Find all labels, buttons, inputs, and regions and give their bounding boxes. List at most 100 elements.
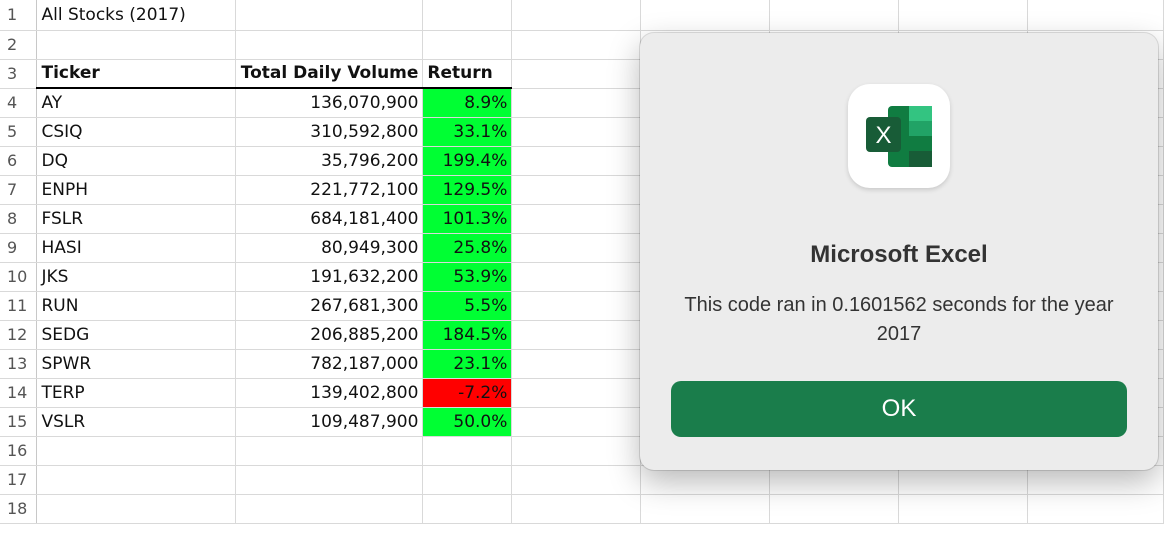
return-cell[interactable]: 5.5% xyxy=(422,291,513,321)
volume-cell[interactable]: 136,070,900 xyxy=(235,88,424,118)
empty-cell[interactable] xyxy=(511,233,642,263)
empty-cell[interactable] xyxy=(511,88,642,118)
ticker-cell[interactable]: RUN xyxy=(36,291,237,321)
volume-cell[interactable]: 109,487,900 xyxy=(235,407,424,437)
row-header[interactable]: 15 xyxy=(0,407,38,437)
empty-cell[interactable] xyxy=(511,494,642,524)
row-header[interactable]: 9 xyxy=(0,233,38,263)
return-cell[interactable]: 53.9% xyxy=(422,262,513,292)
return-cell[interactable]: 184.5% xyxy=(422,320,513,350)
return-cell[interactable]: 8.9% xyxy=(422,88,513,118)
empty-cell[interactable] xyxy=(1027,494,1164,524)
ticker-cell[interactable]: CSIQ xyxy=(36,117,237,147)
sheet-title-cell[interactable]: All Stocks (2017) xyxy=(36,0,237,31)
volume-cell[interactable]: 191,632,200 xyxy=(235,262,424,292)
empty-cell[interactable] xyxy=(511,378,642,408)
empty-cell[interactable] xyxy=(36,30,237,60)
ticker-cell[interactable]: AY xyxy=(36,88,237,118)
row-header[interactable]: 2 xyxy=(0,30,38,60)
volume-cell[interactable]: 310,592,800 xyxy=(235,117,424,147)
empty-cell[interactable] xyxy=(640,494,771,524)
return-cell[interactable]: -7.2% xyxy=(422,378,513,408)
row-header[interactable]: 4 xyxy=(0,88,38,118)
ticker-cell[interactable]: JKS xyxy=(36,262,237,292)
return-cell[interactable]: 23.1% xyxy=(422,349,513,379)
volume-cell[interactable]: 782,187,000 xyxy=(235,349,424,379)
return-cell[interactable]: 101.3% xyxy=(422,204,513,234)
empty-cell[interactable] xyxy=(422,30,513,60)
ticker-cell[interactable]: ENPH xyxy=(36,175,237,205)
header-ticker[interactable]: Ticker xyxy=(36,59,237,89)
ticker-cell[interactable]: FSLR xyxy=(36,204,237,234)
empty-cell[interactable] xyxy=(640,0,771,31)
empty-cell[interactable] xyxy=(769,494,900,524)
row-header[interactable]: 3 xyxy=(0,59,38,89)
row-header[interactable]: 5 xyxy=(0,117,38,147)
empty-cell[interactable] xyxy=(235,494,424,524)
empty-cell[interactable] xyxy=(36,465,237,495)
empty-cell[interactable] xyxy=(511,407,642,437)
row-header[interactable]: 18 xyxy=(0,494,38,524)
empty-cell[interactable] xyxy=(511,117,642,147)
ok-button[interactable]: OK xyxy=(671,381,1127,437)
empty-cell[interactable] xyxy=(511,0,642,31)
return-cell[interactable]: 25.8% xyxy=(422,233,513,263)
volume-cell[interactable]: 139,402,800 xyxy=(235,378,424,408)
empty-cell[interactable] xyxy=(511,175,642,205)
ticker-cell[interactable]: DQ xyxy=(36,146,237,176)
row-header[interactable]: 7 xyxy=(0,175,38,205)
volume-cell[interactable]: 221,772,100 xyxy=(235,175,424,205)
empty-cell[interactable] xyxy=(1027,0,1164,31)
empty-cell[interactable] xyxy=(422,465,513,495)
row-header[interactable]: 12 xyxy=(0,320,38,350)
empty-cell[interactable] xyxy=(511,30,642,60)
ticker-cell[interactable]: VSLR xyxy=(36,407,237,437)
dialog-title: Microsoft Excel xyxy=(810,241,988,268)
volume-cell[interactable]: 206,885,200 xyxy=(235,320,424,350)
empty-cell[interactable] xyxy=(511,465,642,495)
ticker-cell[interactable]: SEDG xyxy=(36,320,237,350)
empty-cell[interactable] xyxy=(422,494,513,524)
return-cell[interactable]: 199.4% xyxy=(422,146,513,176)
row-header[interactable]: 1 xyxy=(0,0,38,31)
empty-cell[interactable] xyxy=(511,291,642,321)
empty-cell[interactable] xyxy=(36,436,237,466)
empty-cell[interactable] xyxy=(235,30,424,60)
empty-cell[interactable] xyxy=(235,0,424,31)
return-cell[interactable]: 33.1% xyxy=(422,117,513,147)
volume-cell[interactable]: 80,949,300 xyxy=(235,233,424,263)
row-header[interactable]: 6 xyxy=(0,146,38,176)
empty-cell[interactable] xyxy=(36,494,237,524)
row-header[interactable]: 10 xyxy=(0,262,38,292)
header-volume[interactable]: Total Daily Volume xyxy=(235,59,424,89)
header-return[interactable]: Return xyxy=(422,59,513,89)
empty-cell[interactable] xyxy=(511,146,642,176)
empty-cell[interactable] xyxy=(898,494,1029,524)
ticker-cell[interactable]: TERP xyxy=(36,378,237,408)
empty-cell[interactable] xyxy=(898,0,1029,31)
empty-cell[interactable] xyxy=(422,0,513,31)
row-header[interactable]: 17 xyxy=(0,465,38,495)
ticker-cell[interactable]: HASI xyxy=(36,233,237,263)
empty-cell[interactable] xyxy=(235,436,424,466)
empty-cell[interactable] xyxy=(511,349,642,379)
empty-cell[interactable] xyxy=(511,59,642,89)
ticker-cell[interactable]: SPWR xyxy=(36,349,237,379)
empty-cell[interactable] xyxy=(422,436,513,466)
empty-cell[interactable] xyxy=(769,0,900,31)
empty-cell[interactable] xyxy=(511,436,642,466)
return-cell[interactable]: 129.5% xyxy=(422,175,513,205)
row-header[interactable]: 11 xyxy=(0,291,38,321)
volume-cell[interactable]: 684,181,400 xyxy=(235,204,424,234)
row-header[interactable]: 13 xyxy=(0,349,38,379)
empty-cell[interactable] xyxy=(511,262,642,292)
row-header[interactable]: 14 xyxy=(0,378,38,408)
volume-cell[interactable]: 267,681,300 xyxy=(235,291,424,321)
empty-cell[interactable] xyxy=(235,465,424,495)
empty-cell[interactable] xyxy=(511,320,642,350)
volume-cell[interactable]: 35,796,200 xyxy=(235,146,424,176)
row-header[interactable]: 16 xyxy=(0,436,38,466)
return-cell[interactable]: 50.0% xyxy=(422,407,513,437)
row-header[interactable]: 8 xyxy=(0,204,38,234)
empty-cell[interactable] xyxy=(511,204,642,234)
